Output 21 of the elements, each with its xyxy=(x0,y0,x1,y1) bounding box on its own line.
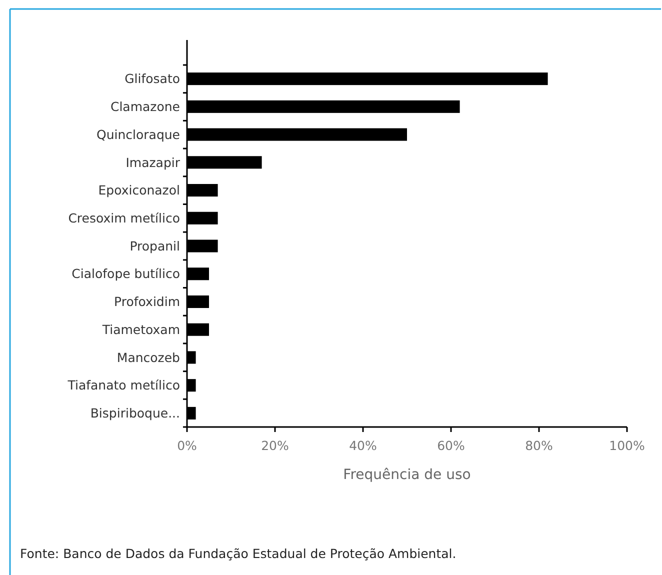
y-tick-label: Tiametoxam xyxy=(101,322,180,337)
source-note: Fonte: Banco de Dados da Fundação Estadual de Proteção Ambiental. xyxy=(20,546,456,561)
x-tick-label: 100% xyxy=(609,438,645,453)
x-tick-label: 60% xyxy=(437,438,466,453)
y-tick-label: Propanil xyxy=(130,238,180,254)
y-tick-label: Bispiriboque... xyxy=(90,406,180,421)
y-tick-label: Glifosato xyxy=(124,71,180,86)
y-tick-label: Tiafanato metílico xyxy=(66,378,180,393)
x-axis-title: Frequência de uso xyxy=(343,467,471,483)
y-tick-label: Clamazone xyxy=(110,99,180,114)
x-tick-label: 0% xyxy=(177,438,198,453)
y-tick-label: Quincloraque xyxy=(96,126,180,142)
x-tick-label: 80% xyxy=(525,438,554,453)
y-tick-label: Cresoxim metílico xyxy=(68,210,180,226)
y-tick-label: Imazapir xyxy=(126,154,181,170)
x-tick-label: 20% xyxy=(261,438,290,453)
y-tick-label: Mancozeb xyxy=(116,350,180,365)
y-tick-label: Profoxidim xyxy=(114,294,180,310)
y-tick-label: Cialofope butílico xyxy=(72,266,180,282)
y-tick-label: Epoxiconazol xyxy=(98,182,180,198)
x-tick-label: 40% xyxy=(349,438,378,453)
